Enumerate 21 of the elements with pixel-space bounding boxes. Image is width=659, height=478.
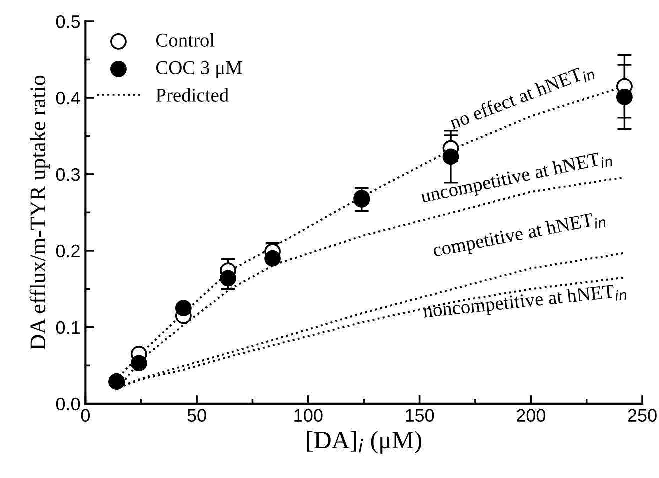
y-axis-title: DA efflux/m-TYR uptake ratio — [30, 76, 50, 350]
y-tick-label: 0.3 — [56, 168, 80, 182]
annotation: noncompetitive at hNET$_{in}$ — [422, 283, 628, 322]
x-tick-label: 0 — [81, 409, 90, 422]
x-axis-title: [DA]$_{i}$ (μM) — [307, 431, 422, 454]
annotation: no effect at hNET$_{in}$ — [448, 62, 596, 132]
y-tick-label: 0.5 — [56, 15, 80, 28]
x-tick-label: 100 — [294, 409, 323, 422]
x-tick-label: 50 — [188, 409, 206, 422]
annotation: uncompetitive at hNET$_{in}$ — [420, 150, 614, 208]
legend-label: Predicted — [156, 88, 229, 102]
y-tick-label: 0.1 — [56, 321, 80, 334]
x-tick-label: 250 — [628, 409, 657, 422]
legend-label: Control — [156, 33, 215, 47]
y-tick-label: 0.0 — [56, 398, 80, 411]
x-tick-label: 200 — [517, 409, 546, 422]
y-tick-label: 0.4 — [56, 92, 80, 105]
x-tick-label: 150 — [406, 409, 434, 422]
y-tick-label: 0.2 — [56, 244, 80, 258]
annotation: competitive at hNET$_{in}$ — [432, 210, 607, 261]
legend-label: COC 3 μM — [156, 61, 242, 78]
